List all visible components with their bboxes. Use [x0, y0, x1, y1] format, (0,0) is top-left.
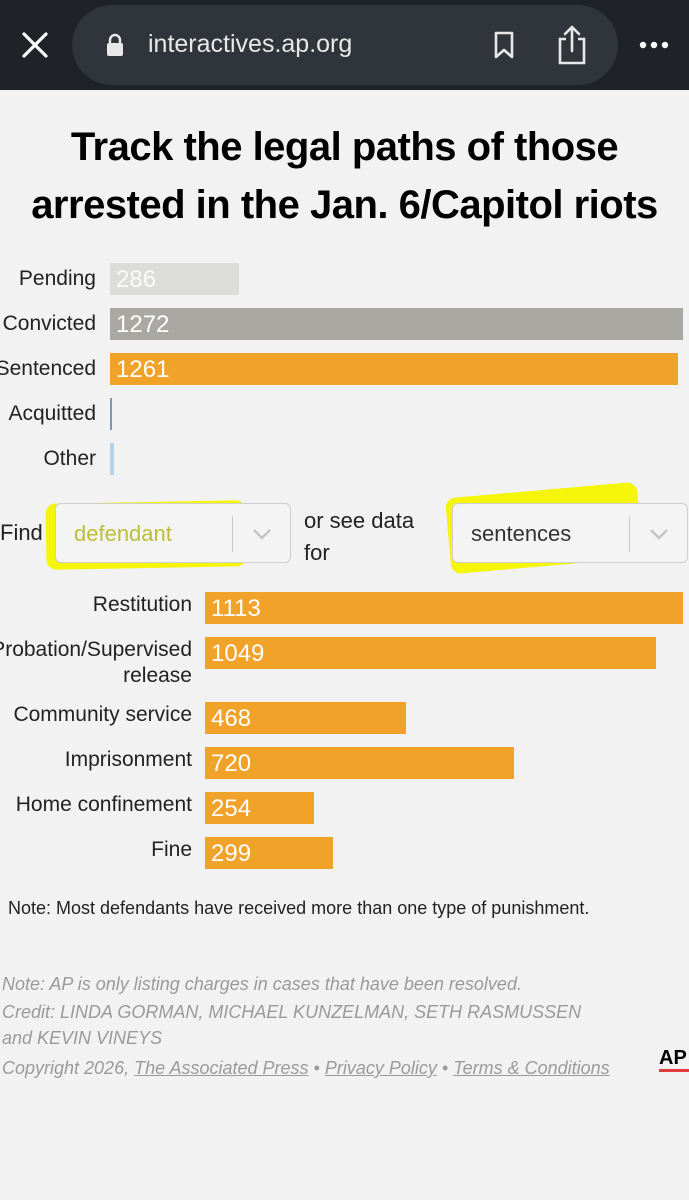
status-bar: 1261	[110, 353, 678, 385]
chart-note: Note: Most defendants have received more…	[8, 898, 590, 918]
more-icon[interactable]	[630, 28, 678, 62]
ap-link[interactable]: The Associated Press	[134, 1058, 309, 1078]
find-label: Find	[0, 520, 43, 545]
bar-value: 286	[116, 266, 157, 293]
bar-value: 1113	[211, 595, 261, 622]
ap-logo-text: AP	[659, 1047, 687, 1069]
sentence-bar: 720	[205, 747, 514, 779]
terms-link[interactable]: Terms & Conditions	[453, 1058, 610, 1078]
sentence-row-restitution[interactable]: Restitution 1113	[0, 592, 689, 624]
credit-line-2: and KEVIN VINEYS	[2, 1028, 163, 1048]
sentence-row-fine[interactable]: Fine 299	[0, 837, 689, 869]
bar-value: 468	[211, 705, 252, 732]
browser-toolbar: interactives.ap.org	[0, 0, 689, 90]
data-type-value: sentences	[471, 521, 572, 546]
sentence-row-community-service[interactable]: Community service 468	[0, 702, 689, 734]
bar-value: 1049	[211, 640, 265, 667]
sentence-label: Restitution	[92, 593, 192, 616]
page-title: Track the legal paths of those arrested …	[0, 118, 689, 234]
defendant-placeholder: defendant	[74, 521, 172, 546]
bookmark-icon[interactable]	[487, 27, 521, 63]
ap-logo[interactable]: AP	[659, 1045, 689, 1075]
status-row-pending[interactable]: Pending 286	[0, 263, 689, 295]
sentence-label: Community service	[13, 703, 192, 726]
chevron-down-icon[interactable]	[648, 524, 670, 544]
status-row-acquitted[interactable]: Acquitted	[0, 398, 689, 430]
privacy-policy-link[interactable]: Privacy Policy	[324, 1058, 437, 1078]
select-divider	[232, 516, 233, 552]
sentence-label-line-1: Probation/Supervised	[0, 638, 192, 661]
sentence-label: Imprisonment	[64, 748, 192, 771]
bar-value: 254	[211, 795, 252, 822]
data-type-select[interactable]: sentences	[452, 503, 688, 563]
status-label: Sentenced	[0, 357, 96, 380]
separator: •	[441, 1058, 449, 1078]
sentence-label-line-2: release	[123, 664, 192, 687]
status-label: Convicted	[2, 312, 96, 335]
sentence-bar: 468	[205, 702, 406, 734]
title-line-2: arrested in the Jan. 6/Capitol riots	[31, 183, 658, 227]
sentence-bar: 1049	[205, 637, 656, 669]
address-bar[interactable]: interactives.ap.org	[72, 5, 618, 85]
sentence-label: Probation/Supervised release	[0, 637, 192, 689]
status-label: Pending	[18, 267, 96, 290]
status-bar: 1272	[110, 308, 683, 340]
defendant-select[interactable]: defendant	[55, 503, 291, 563]
see-data-label: or see data for	[304, 505, 414, 569]
bar-value: 720	[211, 750, 252, 777]
sentence-bar: 254	[205, 792, 314, 824]
bar-value: 1261	[116, 356, 170, 383]
sentence-row-imprisonment[interactable]: Imprisonment 720	[0, 747, 689, 779]
title-line-1: Track the legal paths of those	[70, 125, 619, 169]
sentence-label: Fine	[151, 838, 192, 861]
sentence-label: Home confinement	[15, 793, 192, 816]
see-data-line-2: for	[304, 540, 330, 565]
status-row-convicted[interactable]: Convicted 1272	[0, 308, 689, 340]
status-bar: 286	[110, 263, 239, 295]
credit-line-1: Credit: LINDA GORMAN, MICHAEL KUNZELMAN,…	[2, 1002, 582, 1022]
share-icon[interactable]	[552, 23, 592, 67]
charges-note: Note: AP is only listing charges in case…	[2, 974, 522, 994]
status-row-sentenced[interactable]: Sentenced 1261	[0, 353, 689, 385]
chevron-down-icon[interactable]	[251, 524, 273, 544]
status-label: Other	[43, 447, 96, 470]
sentence-bar: 1113	[205, 592, 683, 624]
status-bar	[110, 443, 114, 475]
close-icon[interactable]	[14, 24, 56, 66]
see-data-line-1: or see data	[304, 508, 415, 533]
url-text: interactives.ap.org	[148, 30, 353, 58]
status-label: Acquitted	[8, 402, 96, 425]
copyright-text: Copyright 2026,	[2, 1058, 130, 1078]
copyright-line: Copyright 2026, The Associated Press • P…	[2, 1055, 610, 1081]
bar-value: 1272	[116, 311, 170, 338]
status-bar	[110, 398, 112, 430]
lock-icon	[104, 33, 126, 57]
select-divider	[629, 516, 630, 552]
bar-value: 299	[211, 840, 252, 867]
sentence-row-home-confinement[interactable]: Home confinement 254	[0, 792, 689, 824]
sentence-bar: 299	[205, 837, 333, 869]
status-row-other[interactable]: Other	[0, 443, 689, 475]
sentence-row-probation[interactable]: Probation/Supervised release 1049	[0, 637, 689, 689]
separator: •	[313, 1058, 320, 1078]
